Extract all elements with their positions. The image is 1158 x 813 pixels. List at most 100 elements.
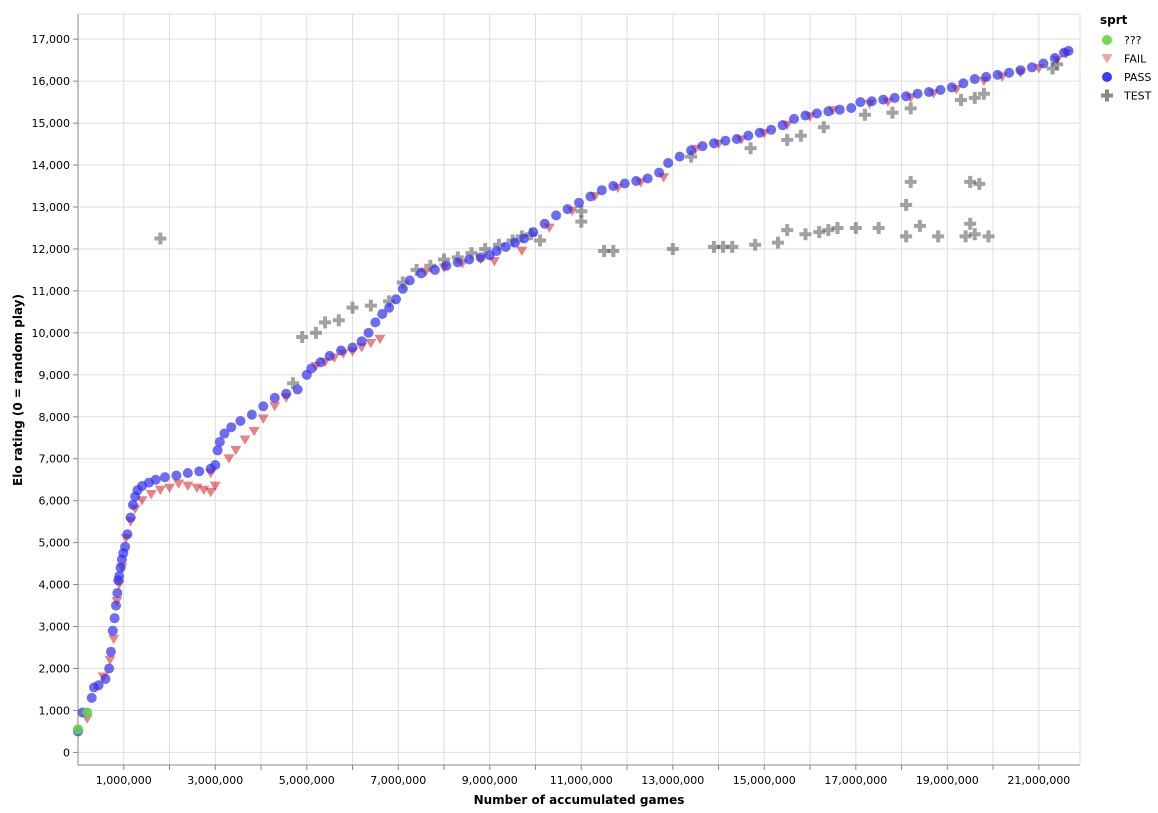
data-point	[858, 108, 871, 121]
y-tick-label: 17,000	[32, 33, 71, 46]
series-layer	[73, 45, 1074, 737]
data-point	[287, 377, 300, 390]
data-point	[685, 150, 698, 163]
data-point	[551, 210, 562, 221]
data-point	[977, 87, 990, 100]
data-point	[404, 275, 415, 286]
data-point	[109, 613, 120, 624]
x-axis: 1,000,000 3,000,000 5,000,000 7,000,000 9,00…	[96, 765, 1070, 787]
data-point	[292, 384, 303, 395]
data-point	[1004, 67, 1015, 78]
data-point	[794, 129, 807, 142]
data-point	[257, 414, 269, 424]
data-point	[154, 485, 166, 496]
x-tick-label: 13,000,000	[641, 774, 704, 787]
data-point	[210, 460, 221, 471]
data-point	[452, 257, 463, 268]
data-point	[212, 445, 223, 456]
data-point	[575, 215, 588, 228]
data-point	[697, 141, 708, 152]
y-tick-label: 8,000	[39, 411, 71, 424]
data-point	[390, 294, 401, 305]
data-point	[811, 108, 822, 119]
data-point	[491, 246, 502, 257]
data-point	[964, 217, 977, 230]
data-point	[127, 499, 138, 510]
data-point	[1046, 62, 1059, 75]
data-point	[347, 342, 358, 353]
data-point	[374, 334, 386, 345]
y-tick-label: 5,000	[39, 537, 71, 550]
data-point	[104, 663, 115, 674]
x-axis-title: Number of accumulated games	[474, 793, 685, 807]
x-tick-label: 17,000,000	[824, 774, 887, 787]
data-point	[269, 392, 280, 403]
x-tick-label: 3,000,000	[187, 774, 243, 787]
data-point	[901, 91, 912, 102]
data-point	[686, 145, 697, 156]
data-point	[416, 268, 427, 279]
data-point	[230, 445, 242, 456]
data-point	[717, 240, 730, 253]
data-point	[500, 241, 511, 252]
data-point	[107, 625, 118, 636]
plot-background	[78, 14, 1080, 765]
data-point	[324, 350, 335, 361]
data-point	[904, 102, 917, 115]
data-point	[110, 600, 121, 611]
legend-label: FAIL	[1124, 53, 1147, 66]
data-point	[707, 240, 720, 253]
data-point	[364, 299, 377, 312]
data-point	[674, 151, 685, 162]
data-point	[365, 338, 377, 349]
y-axis: 0 1,000 2,000 3,000 4,000 5,000 6,000 7,000 8,00…	[32, 33, 78, 759]
data-point	[959, 230, 972, 243]
data-point	[958, 78, 969, 89]
data-point	[145, 489, 157, 500]
data-point	[607, 245, 620, 258]
data-point	[309, 326, 322, 339]
data-point	[913, 219, 926, 232]
data-point	[1049, 53, 1060, 64]
data-point	[663, 157, 674, 168]
data-point	[631, 175, 642, 186]
data-point	[441, 260, 452, 271]
data-point	[900, 230, 913, 243]
data-point	[534, 234, 547, 247]
data-point	[438, 253, 451, 266]
data-point	[315, 357, 326, 368]
data-point	[574, 197, 584, 208]
series-pass	[73, 45, 1074, 737]
legend-label: ???	[1124, 34, 1142, 47]
data-point	[968, 91, 981, 104]
data-point	[182, 481, 194, 491]
data-point	[105, 646, 116, 657]
x-tick-label: 9,000,000	[462, 774, 518, 787]
data-point	[834, 104, 845, 115]
data-point	[969, 74, 980, 85]
data-point	[281, 388, 292, 399]
y-tick-label: 0	[63, 746, 70, 759]
data-point	[479, 242, 492, 255]
data-point	[817, 121, 830, 134]
data-point	[772, 236, 785, 249]
data-point	[159, 472, 170, 483]
data-point	[831, 221, 844, 234]
data-point	[346, 301, 359, 314]
y-tick-label: 3,000	[39, 621, 71, 634]
data-point	[799, 228, 812, 241]
data-point	[720, 135, 731, 146]
x-tick-label: 21,000,000	[1007, 774, 1070, 787]
y-tick-label: 13,000	[32, 201, 71, 214]
data-point	[319, 316, 332, 329]
data-point	[248, 427, 260, 437]
data-point	[585, 191, 596, 202]
data-point	[519, 233, 530, 244]
data-point	[429, 264, 440, 275]
data-point	[619, 178, 630, 189]
data-point	[924, 87, 935, 98]
data-point	[108, 634, 120, 645]
data-point	[82, 707, 93, 718]
data-point	[744, 142, 757, 155]
